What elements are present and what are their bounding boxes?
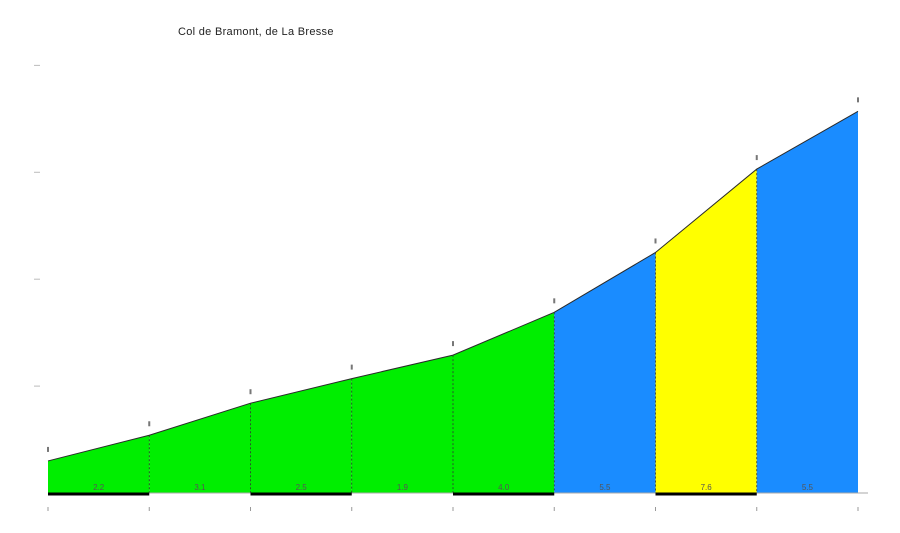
profile-segment-1 <box>48 435 150 493</box>
profile-segment-4 <box>351 355 453 493</box>
segment-gradient-label: 1.9 <box>397 483 409 492</box>
vertex-marker <box>47 446 49 452</box>
vertex-marker <box>654 238 657 244</box>
profile-segment-2 <box>149 403 251 493</box>
profile-segment-7 <box>655 169 757 494</box>
segment-labels: 2.2 3.1 2.5 1.9 4.0 5.5 7.6 5.5 <box>93 483 813 492</box>
segment-gradient-label: 5.5 <box>599 483 611 492</box>
segment-dividers <box>148 169 758 493</box>
segment-gradient-label: 4.0 <box>498 483 510 492</box>
segment-gradient-label: 2.5 <box>296 483 308 492</box>
vertex-marker <box>857 97 859 103</box>
chart-title: Col de Bramont, de La Bresse <box>178 26 334 38</box>
segment-areas <box>47 110 859 494</box>
profile-segment-8 <box>756 111 858 493</box>
profile-segment-5 <box>453 312 555 493</box>
profile-segment-3 <box>250 378 352 493</box>
vertex-marker <box>148 421 151 427</box>
vertex-marker <box>350 364 353 370</box>
vertex-marker <box>452 341 454 347</box>
profile-segment-6 <box>554 252 656 493</box>
vertex-marker <box>755 155 758 161</box>
segment-gradient-label: 5.5 <box>802 483 814 492</box>
vertex-marker <box>249 389 252 395</box>
vertex-marker <box>553 298 556 304</box>
segment-gradient-label: 2.2 <box>93 483 105 492</box>
segment-gradient-label: 7.6 <box>701 483 713 492</box>
axes <box>34 64 868 511</box>
segment-gradient-label: 3.1 <box>194 483 206 492</box>
